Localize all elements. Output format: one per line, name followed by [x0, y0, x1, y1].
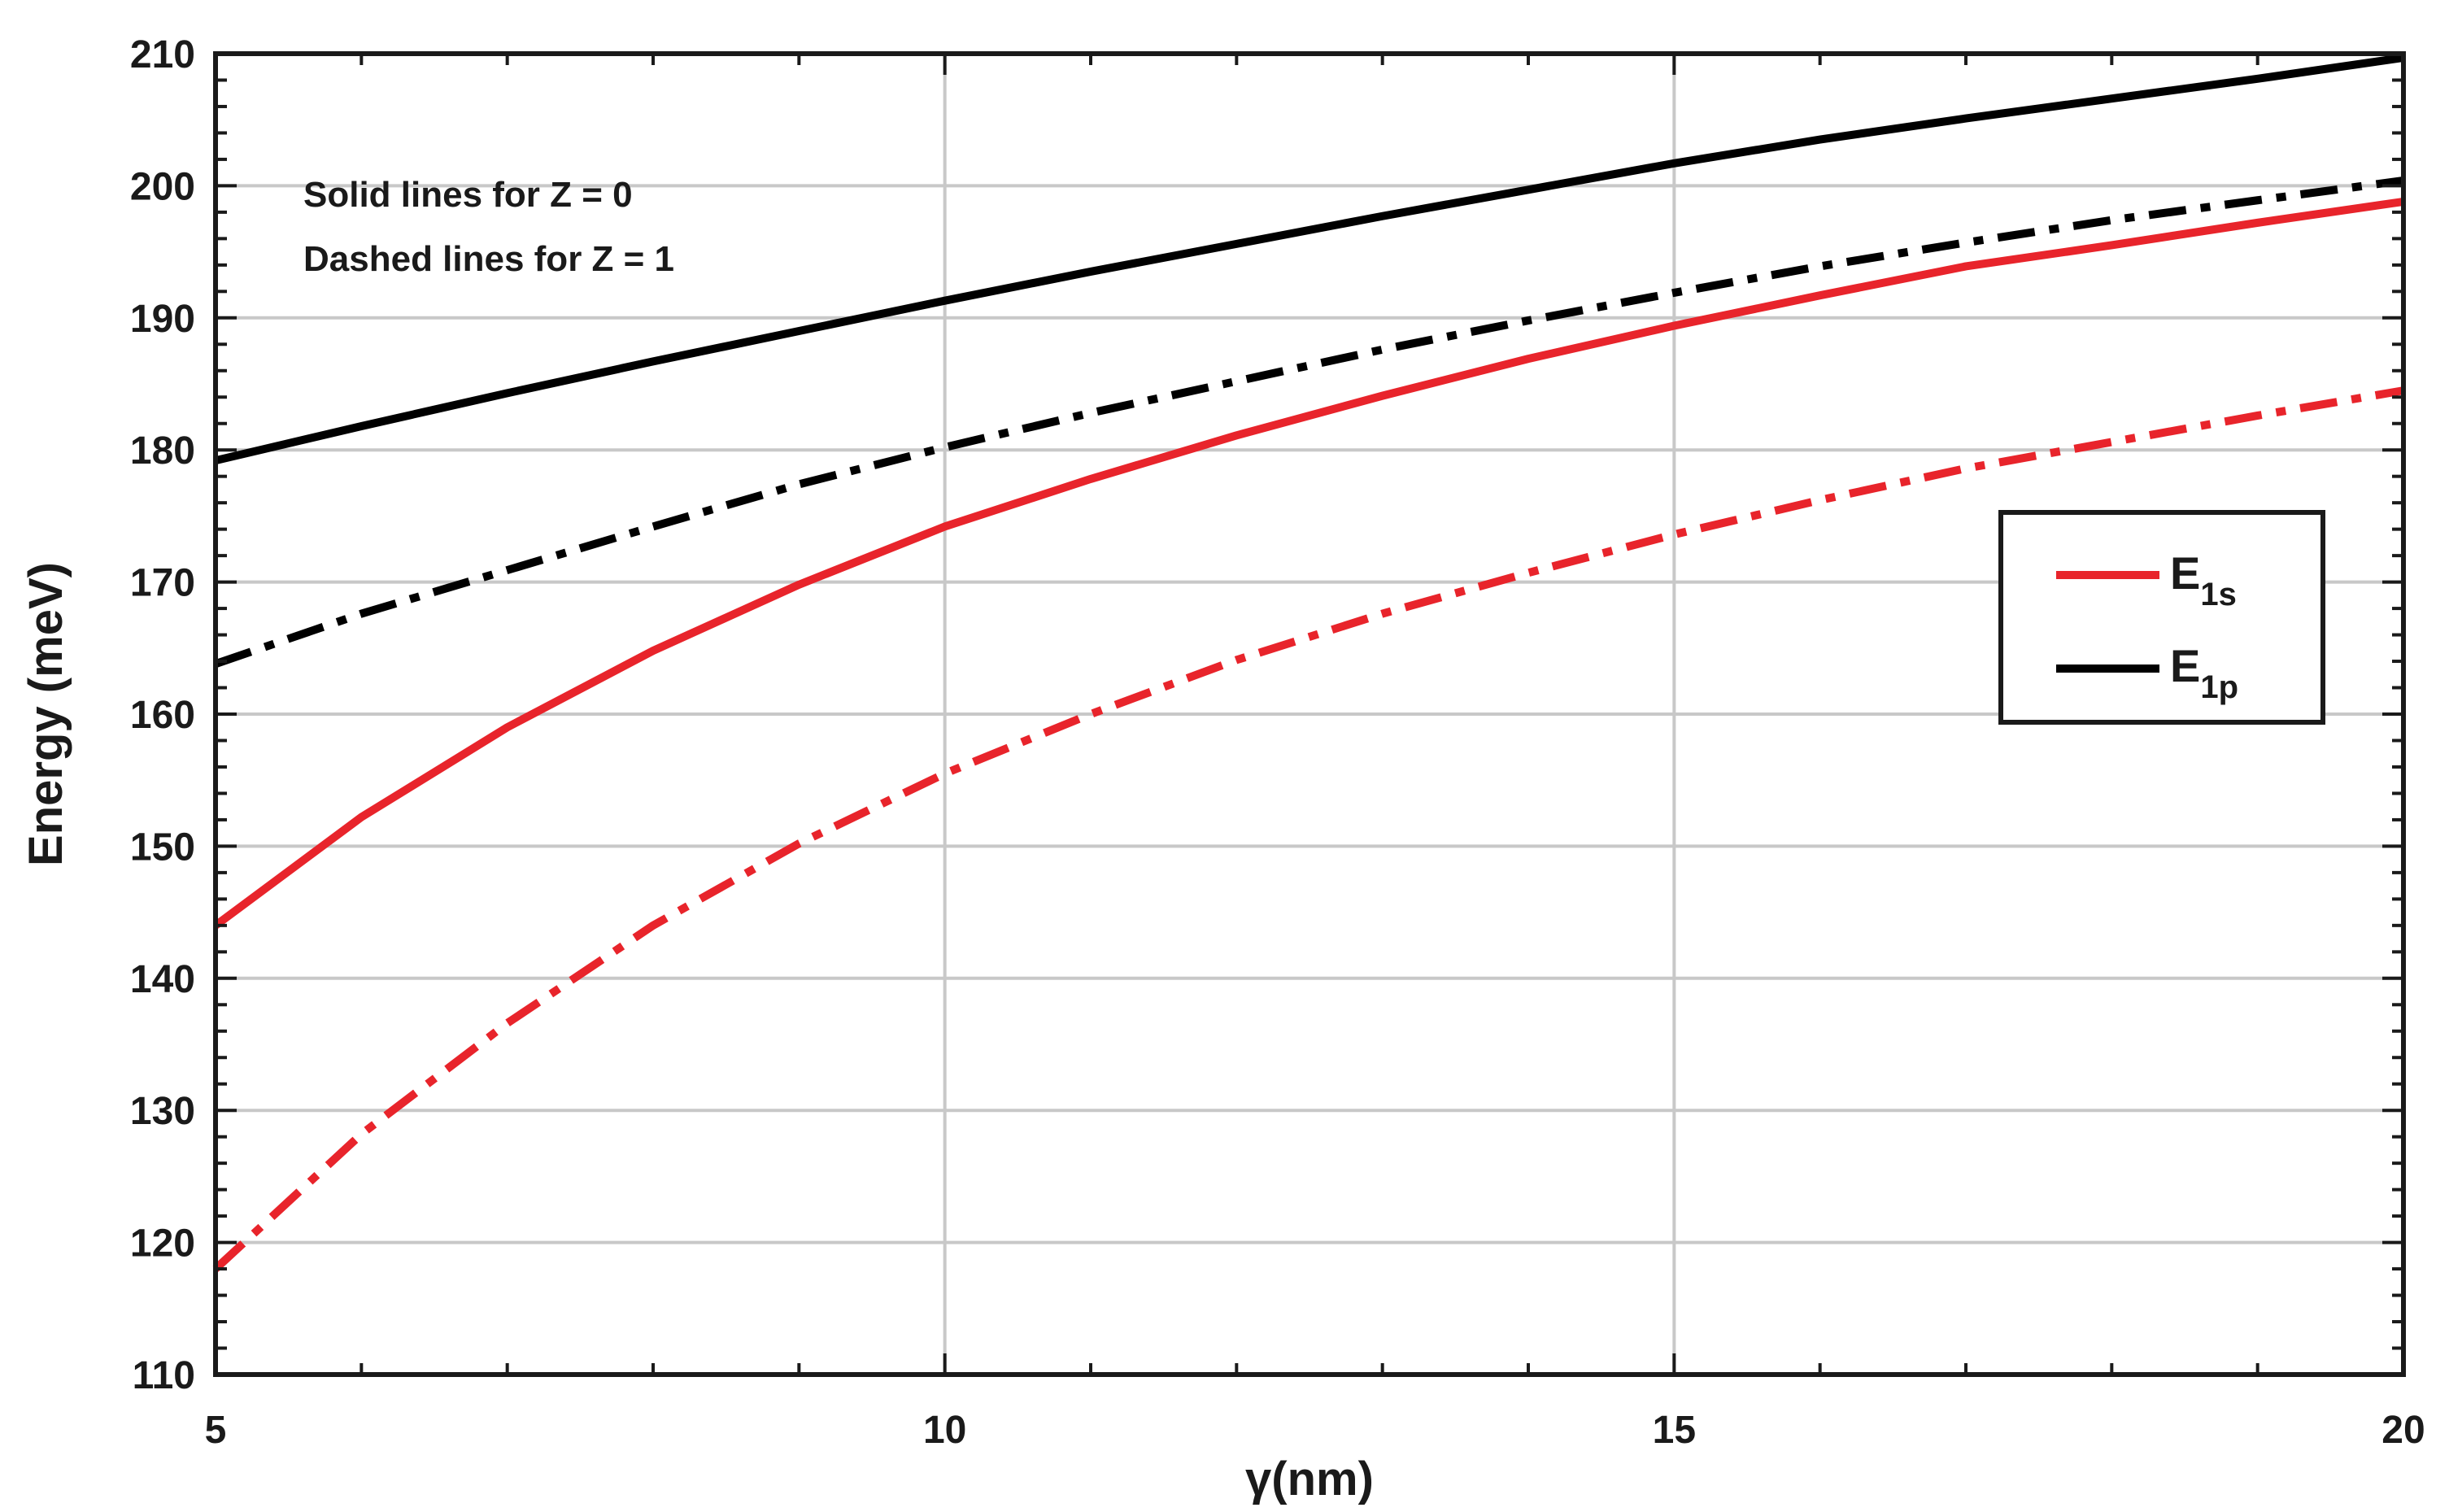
- y-axis-label: Energy (meV): [20, 562, 72, 866]
- x-tick-label: 15: [1653, 1409, 1696, 1452]
- y-tick-label: 130: [130, 1090, 195, 1133]
- y-tick-label: 200: [130, 165, 195, 208]
- y-tick-label: 170: [130, 562, 195, 605]
- tick-labels: 5 10 15 20 110 120 130 140 150 160 170 180 190 200 210: [130, 33, 2425, 1452]
- x-axis-label: γ(nm): [1245, 1453, 1374, 1505]
- x-tick-label: 5: [205, 1409, 227, 1452]
- series-line-E1s-z0: [213, 197, 2404, 929]
- series-line-E1s-z1: [212, 386, 2404, 1272]
- legend-box: [1998, 510, 2325, 725]
- y-tick-label: 120: [130, 1222, 195, 1266]
- legend-label-1p: E1p: [2170, 640, 2238, 705]
- series-line-E1p-z1: [214, 176, 2404, 669]
- y-tick-label: 210: [130, 33, 195, 76]
- y-tick-label: 190: [130, 298, 195, 341]
- series-lines: [212, 53, 2404, 1272]
- annotation-dashed-lines: Dashed lines for Z = 1: [303, 239, 674, 279]
- legend-label-1s: E1s: [2170, 547, 2237, 612]
- y-tick-label: 110: [133, 1354, 195, 1397]
- y-tick-label: 150: [130, 826, 195, 869]
- legend: E1s E1p: [1998, 510, 2325, 725]
- axis-ticks: [214, 52, 2405, 1376]
- x-tick-label: 20: [2381, 1409, 2425, 1452]
- series-line-E1p-z0: [214, 53, 2404, 465]
- annotation-solid-lines: Solid lines for Z = 0: [303, 175, 633, 215]
- y-tick-label: 140: [130, 958, 195, 1001]
- x-tick-label: 10: [923, 1409, 966, 1452]
- y-tick-label: 180: [130, 429, 195, 473]
- y-tick-label: 160: [130, 694, 195, 737]
- grid-lines: [216, 54, 2403, 1375]
